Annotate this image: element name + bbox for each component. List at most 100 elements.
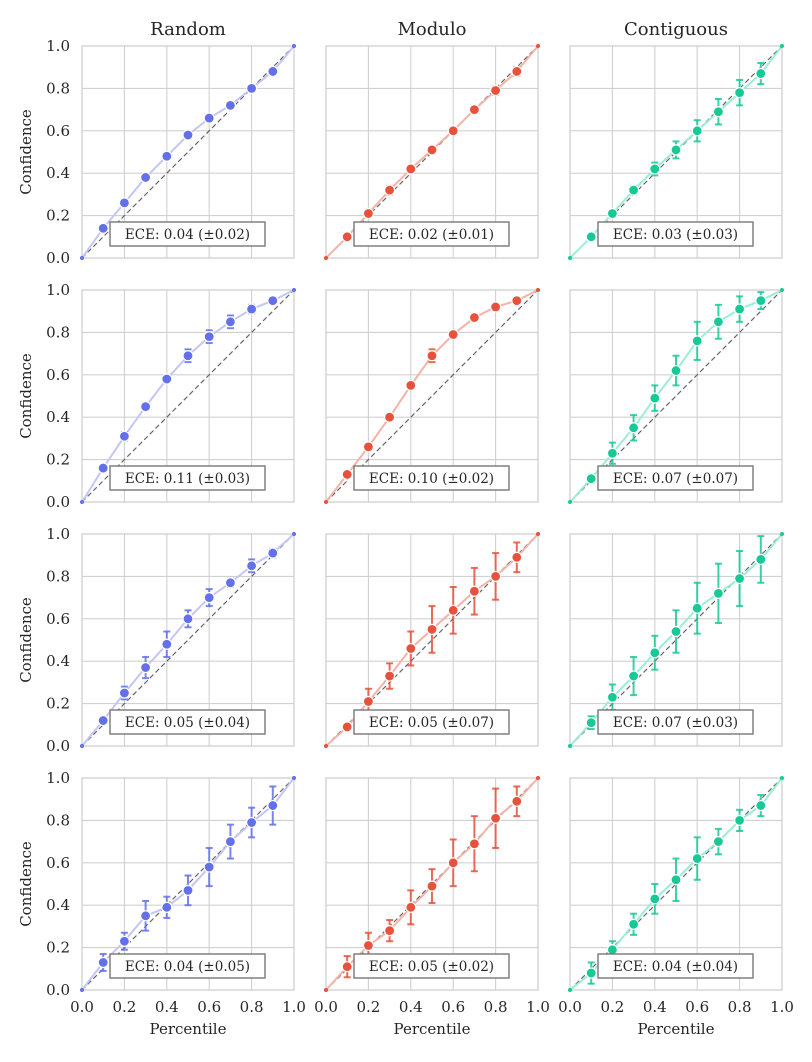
data-point <box>627 670 640 682</box>
data-point <box>97 956 109 969</box>
y-tick-label: 0.0 <box>46 493 70 511</box>
endpoint-marker <box>780 776 784 780</box>
data-point <box>224 99 236 111</box>
data-point <box>649 392 661 404</box>
x-tick-label: 0.6 <box>197 998 221 1016</box>
y-tick-label: 1.0 <box>46 525 70 543</box>
data-point <box>267 799 279 812</box>
data-point <box>733 572 746 585</box>
data-point <box>490 570 502 583</box>
y-tick-label: 0.6 <box>46 854 70 872</box>
x-tick-label: 0.6 <box>685 998 709 1016</box>
endpoint-marker <box>292 532 296 536</box>
ece-label: ECE: 0.07 (±0.03) <box>613 715 738 731</box>
data-point <box>606 691 619 703</box>
y-tick-label: 0.8 <box>46 567 70 585</box>
data-point <box>691 335 703 347</box>
y-tick-label: 0.4 <box>46 164 70 182</box>
data-point <box>203 861 215 873</box>
data-point <box>140 401 152 413</box>
ece-box <box>597 221 754 247</box>
data-point <box>670 625 682 638</box>
panel-contiguous-row-2: ECE: 0.07 (±0.07) <box>568 288 784 504</box>
data-point <box>670 874 682 886</box>
data-point <box>627 918 640 930</box>
data-point <box>426 623 438 636</box>
panel-frame <box>325 289 539 503</box>
endpoint-marker <box>292 288 296 292</box>
ece-box <box>109 953 266 979</box>
data-point <box>468 585 480 597</box>
data-point <box>203 112 215 124</box>
data-point <box>384 925 396 937</box>
data-point <box>182 613 194 625</box>
data-point <box>468 103 480 116</box>
data-point <box>362 441 374 453</box>
endpoint-marker <box>780 44 784 48</box>
data-point <box>426 144 438 156</box>
x-tick-label: 0.2 <box>356 998 380 1016</box>
endpoint-marker <box>324 988 328 992</box>
y-tick-label: 0.2 <box>46 939 70 957</box>
endpoint-marker <box>292 776 296 780</box>
x-tick-label: 0.8 <box>484 998 508 1016</box>
data-point <box>468 838 480 850</box>
data-point <box>755 799 767 812</box>
ece-label: ECE: 0.07 (±0.07) <box>613 471 738 487</box>
data-point <box>341 468 353 481</box>
endpoint-marker <box>568 988 572 992</box>
data-point <box>691 125 703 137</box>
panel-frame <box>569 533 783 747</box>
ece-box <box>597 465 754 491</box>
data-point <box>447 125 459 137</box>
data-point <box>161 373 173 385</box>
data-point <box>118 935 131 947</box>
panel-frame <box>81 45 295 259</box>
data-point <box>161 150 173 162</box>
data-point <box>490 84 502 97</box>
data-point <box>712 587 725 599</box>
data-point <box>246 560 258 572</box>
data-point <box>691 602 703 614</box>
x-tick-label: 0.6 <box>441 998 465 1016</box>
ece-box <box>353 709 510 735</box>
ece-box <box>597 709 754 735</box>
panel-random-row-2: ECE: 0.11 (±0.03) 0.0 0.2 0.4 0.6 0.8 1.0 Confi… <box>17 281 296 511</box>
y-axis-label: Confidence <box>17 597 35 683</box>
data-point <box>224 316 236 328</box>
data-point <box>606 447 619 459</box>
y-tick-label: 0.2 <box>46 695 70 713</box>
y-tick-label: 0.6 <box>46 610 70 628</box>
endpoint-marker <box>568 500 572 504</box>
data-point <box>246 816 258 829</box>
column-title-random: Random <box>150 19 226 40</box>
data-point <box>161 901 173 913</box>
data-point <box>585 473 597 485</box>
column-title-modulo: Modulo <box>398 19 467 40</box>
data-point <box>405 901 417 913</box>
data-point <box>468 311 480 324</box>
data-point <box>490 812 502 824</box>
endpoint-marker <box>324 256 328 260</box>
panel-modulo-row-1: ECE: 0.02 (±0.01) <box>324 44 540 260</box>
data-point <box>246 82 258 95</box>
data-point <box>362 207 374 220</box>
endpoint-marker <box>780 532 784 536</box>
data-point <box>511 551 523 563</box>
data-point <box>606 944 619 956</box>
ece-box <box>109 221 266 247</box>
data-point <box>755 553 767 566</box>
endpoint-marker <box>568 256 572 260</box>
x-tick-label: 0.4 <box>643 998 667 1016</box>
endpoint-marker <box>536 776 540 780</box>
panel-frame <box>325 45 539 259</box>
data-point <box>118 687 131 699</box>
ece-label: ECE: 0.05 (±0.04) <box>125 715 250 731</box>
data-point <box>384 670 396 682</box>
y-tick-label: 0.6 <box>46 122 70 140</box>
panel-modulo-row-3: ECE: 0.05 (±0.07) <box>324 532 540 748</box>
data-point <box>140 171 152 184</box>
panel-contiguous-row-3: ECE: 0.07 (±0.03) <box>568 532 784 748</box>
data-point <box>224 577 236 589</box>
panel-frame <box>81 289 295 503</box>
